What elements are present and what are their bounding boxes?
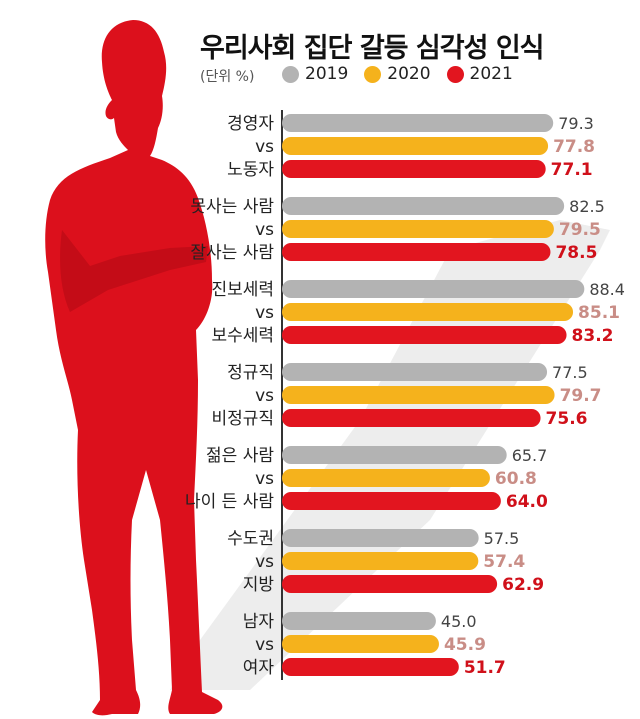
legend-label-2019: 2019 bbox=[305, 64, 349, 84]
data-label-2020: 79.7 bbox=[560, 386, 602, 406]
data-label-2019: 45.0 bbox=[441, 612, 477, 631]
category-label: 나이 든 사람 bbox=[185, 492, 274, 512]
data-label-2020: 85.1 bbox=[578, 303, 620, 323]
bar-2020 bbox=[282, 386, 555, 404]
data-label-2020: 45.9 bbox=[444, 635, 486, 655]
category-connector-label: vs bbox=[255, 220, 274, 240]
bar-2021 bbox=[282, 409, 541, 427]
bar-2020 bbox=[282, 635, 439, 653]
bar-2021 bbox=[282, 243, 551, 261]
category-label: 진보세력 bbox=[211, 280, 274, 300]
category-label: 못사는 사람 bbox=[190, 197, 274, 217]
data-label-2019: 77.5 bbox=[552, 363, 588, 382]
legend-swatch-2019 bbox=[282, 65, 299, 83]
data-label-2019: 65.7 bbox=[512, 446, 548, 465]
category-label: 잘사는 사람 bbox=[190, 243, 274, 263]
bar-2019 bbox=[282, 114, 554, 132]
category-connector-label: vs bbox=[255, 303, 274, 323]
data-label-2021: 77.1 bbox=[551, 160, 593, 180]
data-label-2021: 64.0 bbox=[506, 492, 548, 512]
category-label: 수도권 bbox=[227, 529, 274, 549]
data-label-2019: 88.4 bbox=[589, 280, 625, 299]
bar-2020 bbox=[282, 303, 574, 321]
silhouette-illustration bbox=[45, 20, 223, 716]
data-label-2020: 77.8 bbox=[553, 137, 595, 157]
category-connector-label: vs bbox=[255, 469, 274, 489]
legend-label-2021: 2021 bbox=[469, 64, 513, 84]
bar-2020 bbox=[282, 137, 549, 155]
legend-swatch-2021 bbox=[446, 65, 464, 83]
category-label: 비정규직 bbox=[211, 409, 274, 429]
legend-swatch-2020 bbox=[364, 65, 382, 83]
data-label-2020: 79.5 bbox=[559, 220, 601, 240]
category-connector-label: vs bbox=[255, 386, 274, 406]
bar-2019 bbox=[282, 280, 585, 298]
bar-2020 bbox=[282, 220, 554, 238]
category-connector-label: vs bbox=[255, 635, 274, 655]
data-label-2020: 57.4 bbox=[483, 552, 525, 572]
category-label: 남자 bbox=[243, 612, 275, 632]
data-label-2020: 60.8 bbox=[495, 469, 537, 489]
bar-2019 bbox=[282, 363, 548, 381]
legend-item-2019: 2019 bbox=[282, 64, 348, 84]
legend-item-2020: 2020 bbox=[364, 64, 431, 84]
bar-2019 bbox=[282, 446, 507, 464]
bar-2021 bbox=[282, 658, 459, 676]
legend-item-2021: 2021 bbox=[446, 64, 513, 84]
unit-label: (단위 %) bbox=[200, 69, 255, 85]
data-label-2019: 57.5 bbox=[484, 529, 520, 548]
data-label-2021: 78.5 bbox=[555, 243, 597, 263]
bar-2021 bbox=[282, 575, 498, 593]
bar-2019 bbox=[282, 529, 479, 547]
data-label-2021: 51.7 bbox=[464, 658, 506, 678]
category-label: 여자 bbox=[243, 658, 275, 678]
bar-2021 bbox=[282, 160, 546, 178]
category-connector-label: vs bbox=[255, 137, 274, 157]
chart-title: 우리사회 집단 갈등 심각성 인식 bbox=[200, 33, 545, 64]
bar-2020 bbox=[282, 469, 490, 487]
category-label: 경영자 bbox=[227, 114, 274, 134]
legend-label-2020: 2020 bbox=[387, 64, 431, 84]
category-label: 지방 bbox=[243, 575, 275, 595]
category-connector-label: vs bbox=[255, 552, 274, 572]
bar-2019 bbox=[282, 612, 436, 630]
category-label: 젊은 사람 bbox=[206, 446, 274, 466]
bar-2021 bbox=[282, 492, 501, 510]
legend: 2019 2020 2021 bbox=[282, 64, 513, 84]
bar-2021 bbox=[282, 326, 567, 344]
bar-2020 bbox=[282, 552, 479, 570]
data-label-2021: 83.2 bbox=[572, 326, 614, 346]
category-label: 정규직 bbox=[227, 363, 274, 383]
bar-2019 bbox=[282, 197, 565, 215]
data-label-2021: 62.9 bbox=[502, 575, 544, 595]
data-label-2019: 79.3 bbox=[558, 114, 594, 133]
data-label-2021: 75.6 bbox=[546, 409, 588, 429]
category-label: 노동자 bbox=[227, 160, 274, 180]
data-label-2019: 82.5 bbox=[569, 197, 605, 216]
category-label: 보수세력 bbox=[211, 326, 274, 346]
